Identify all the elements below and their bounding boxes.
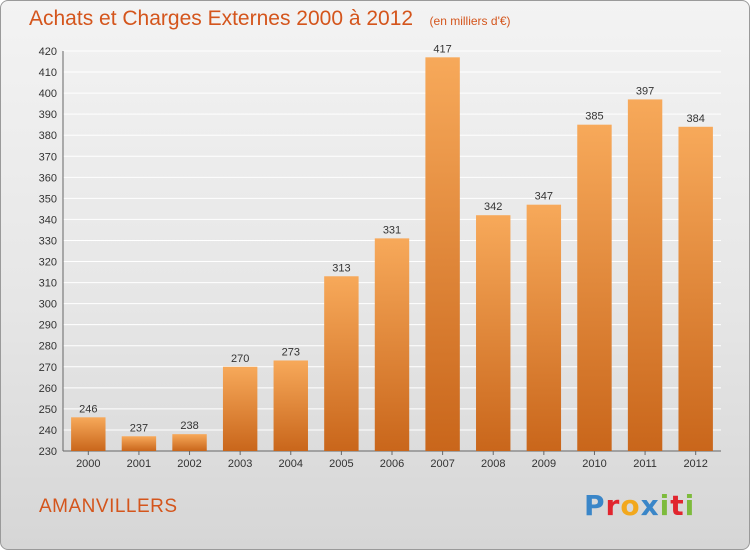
x-tick-label: 2006 (380, 458, 404, 470)
y-tick-label: 270 (39, 362, 57, 374)
proxiti-logo[interactable]: Proxiti (584, 489, 695, 522)
bar (172, 434, 207, 451)
x-tick-label: 2012 (683, 458, 707, 470)
value-label: 313 (332, 262, 350, 274)
y-tick-label: 420 (39, 46, 57, 58)
value-label: 273 (282, 346, 300, 358)
value-label: 385 (585, 111, 603, 123)
bar (324, 276, 359, 451)
chart-subtitle: (en milliers d'€) (429, 14, 511, 28)
x-tick-label: 2005 (329, 458, 353, 470)
y-tick-label: 380 (39, 130, 57, 142)
logo-letter: i (684, 489, 696, 522)
y-tick-label: 350 (39, 193, 57, 205)
x-tick-label: 2010 (582, 458, 606, 470)
bar (425, 57, 460, 451)
bar (678, 126, 713, 451)
bar (222, 366, 258, 451)
x-tick-label: 2004 (279, 458, 303, 470)
value-label: 246 (79, 403, 97, 415)
y-tick-label: 260 (39, 383, 57, 395)
y-tick-label: 300 (39, 299, 57, 311)
value-label: 384 (687, 113, 705, 125)
title-row: Achats et Charges Externes 2000 à 2012 (… (29, 7, 511, 31)
value-label: 238 (180, 420, 198, 432)
bar (273, 360, 308, 451)
value-label: 342 (484, 201, 502, 213)
x-tick-label: 2009 (532, 458, 556, 470)
bar (374, 238, 410, 451)
bar (71, 417, 106, 451)
chart-title: Achats et Charges Externes 2000 à 2012 (29, 7, 414, 30)
logo-letter: o (620, 489, 641, 522)
y-tick-label: 230 (39, 446, 57, 458)
value-label: 237 (130, 422, 148, 434)
logo-letter: x (640, 489, 660, 522)
value-label: 397 (636, 85, 654, 97)
value-label: 270 (231, 353, 249, 365)
y-tick-label: 360 (39, 172, 57, 184)
y-tick-label: 240 (39, 425, 57, 437)
x-tick-label: 2007 (430, 458, 454, 470)
logo-letter: P (584, 489, 606, 522)
bar (526, 204, 562, 451)
logo-letter: t (670, 489, 685, 522)
y-tick-label: 250 (39, 404, 57, 416)
y-tick-label: 390 (39, 109, 57, 121)
x-tick-label: 2002 (177, 458, 201, 470)
y-tick-label: 330 (39, 235, 57, 247)
logo-letter: r (605, 489, 621, 522)
town-name: AMANVILLERS (39, 496, 178, 517)
y-tick-label: 280 (39, 341, 57, 353)
x-tick-label: 2003 (228, 458, 252, 470)
logo-letter: i (659, 489, 671, 522)
y-tick-label: 290 (39, 320, 57, 332)
x-tick-label: 2001 (127, 458, 151, 470)
y-tick-label: 370 (39, 151, 57, 163)
bar (627, 99, 663, 451)
bar (121, 436, 157, 451)
y-tick-label: 320 (39, 257, 57, 269)
x-tick-label: 2008 (481, 458, 505, 470)
value-label: 331 (383, 224, 401, 236)
x-tick-label: 2000 (76, 458, 100, 470)
y-tick-label: 310 (39, 278, 57, 290)
y-tick-label: 410 (39, 67, 57, 79)
x-tick-label: 2011 (633, 458, 657, 470)
y-tick-label: 340 (39, 214, 57, 226)
value-label: 347 (535, 191, 553, 203)
bar (476, 215, 511, 451)
bar (577, 124, 612, 452)
value-label: 417 (433, 43, 451, 55)
y-tick-label: 400 (39, 88, 57, 100)
